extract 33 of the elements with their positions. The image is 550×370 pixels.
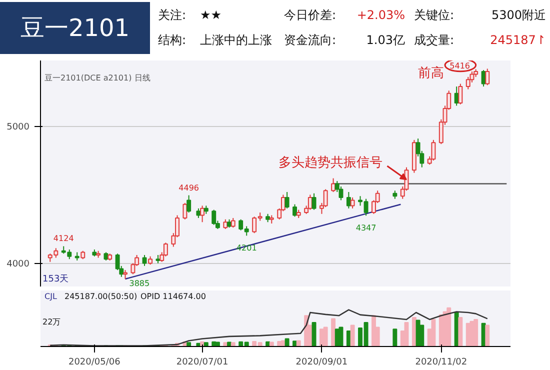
text: OPID 114674.00 [140, 292, 206, 301]
text: 上涨中的上涨 [200, 32, 272, 49]
annotation: 4496 [178, 183, 199, 192]
x-tick-label: 2020/05/06 [68, 358, 121, 368]
text: ★★ [200, 7, 222, 24]
text: CJL [44, 292, 58, 301]
text: 资金流向: [284, 32, 336, 49]
annotation: 4347 [356, 224, 376, 233]
text: 今日价差: [284, 7, 336, 24]
annotation: 前高 [418, 64, 444, 81]
x-tick-label: 2020/07/01 [176, 358, 228, 368]
text: 1.03亿 [366, 32, 405, 49]
text: 5300附近 [491, 7, 546, 24]
annotation: 4201 [236, 244, 257, 253]
annotation: 4124 [53, 234, 74, 244]
text: 结构: [158, 32, 186, 49]
annotation: 22万 [42, 317, 61, 326]
annotation: 3885 [129, 278, 150, 288]
x-tick-label: 2020/11/02 [415, 358, 468, 368]
y-tick-label: 4000 [6, 260, 30, 270]
text: 关键位: [414, 7, 454, 24]
annotation: 豆一2101(DCE a2101) 日线 [44, 74, 150, 82]
annotation: 153天 [42, 274, 69, 284]
text: 豆一2101 [0, 2, 150, 54]
annotation: 多头趋势共振信号 [278, 156, 382, 171]
text: 245187↾ [490, 32, 546, 49]
x-tick-label: 2020/09/01 [296, 358, 348, 368]
annotation: 5416 [450, 61, 470, 70]
text: 成交量: [414, 32, 454, 49]
y-tick-label: 5000 [6, 122, 30, 133]
text: +2.03% [356, 7, 405, 24]
text: 关注: [158, 7, 186, 24]
text: 245187.00(50:50) [64, 292, 138, 301]
